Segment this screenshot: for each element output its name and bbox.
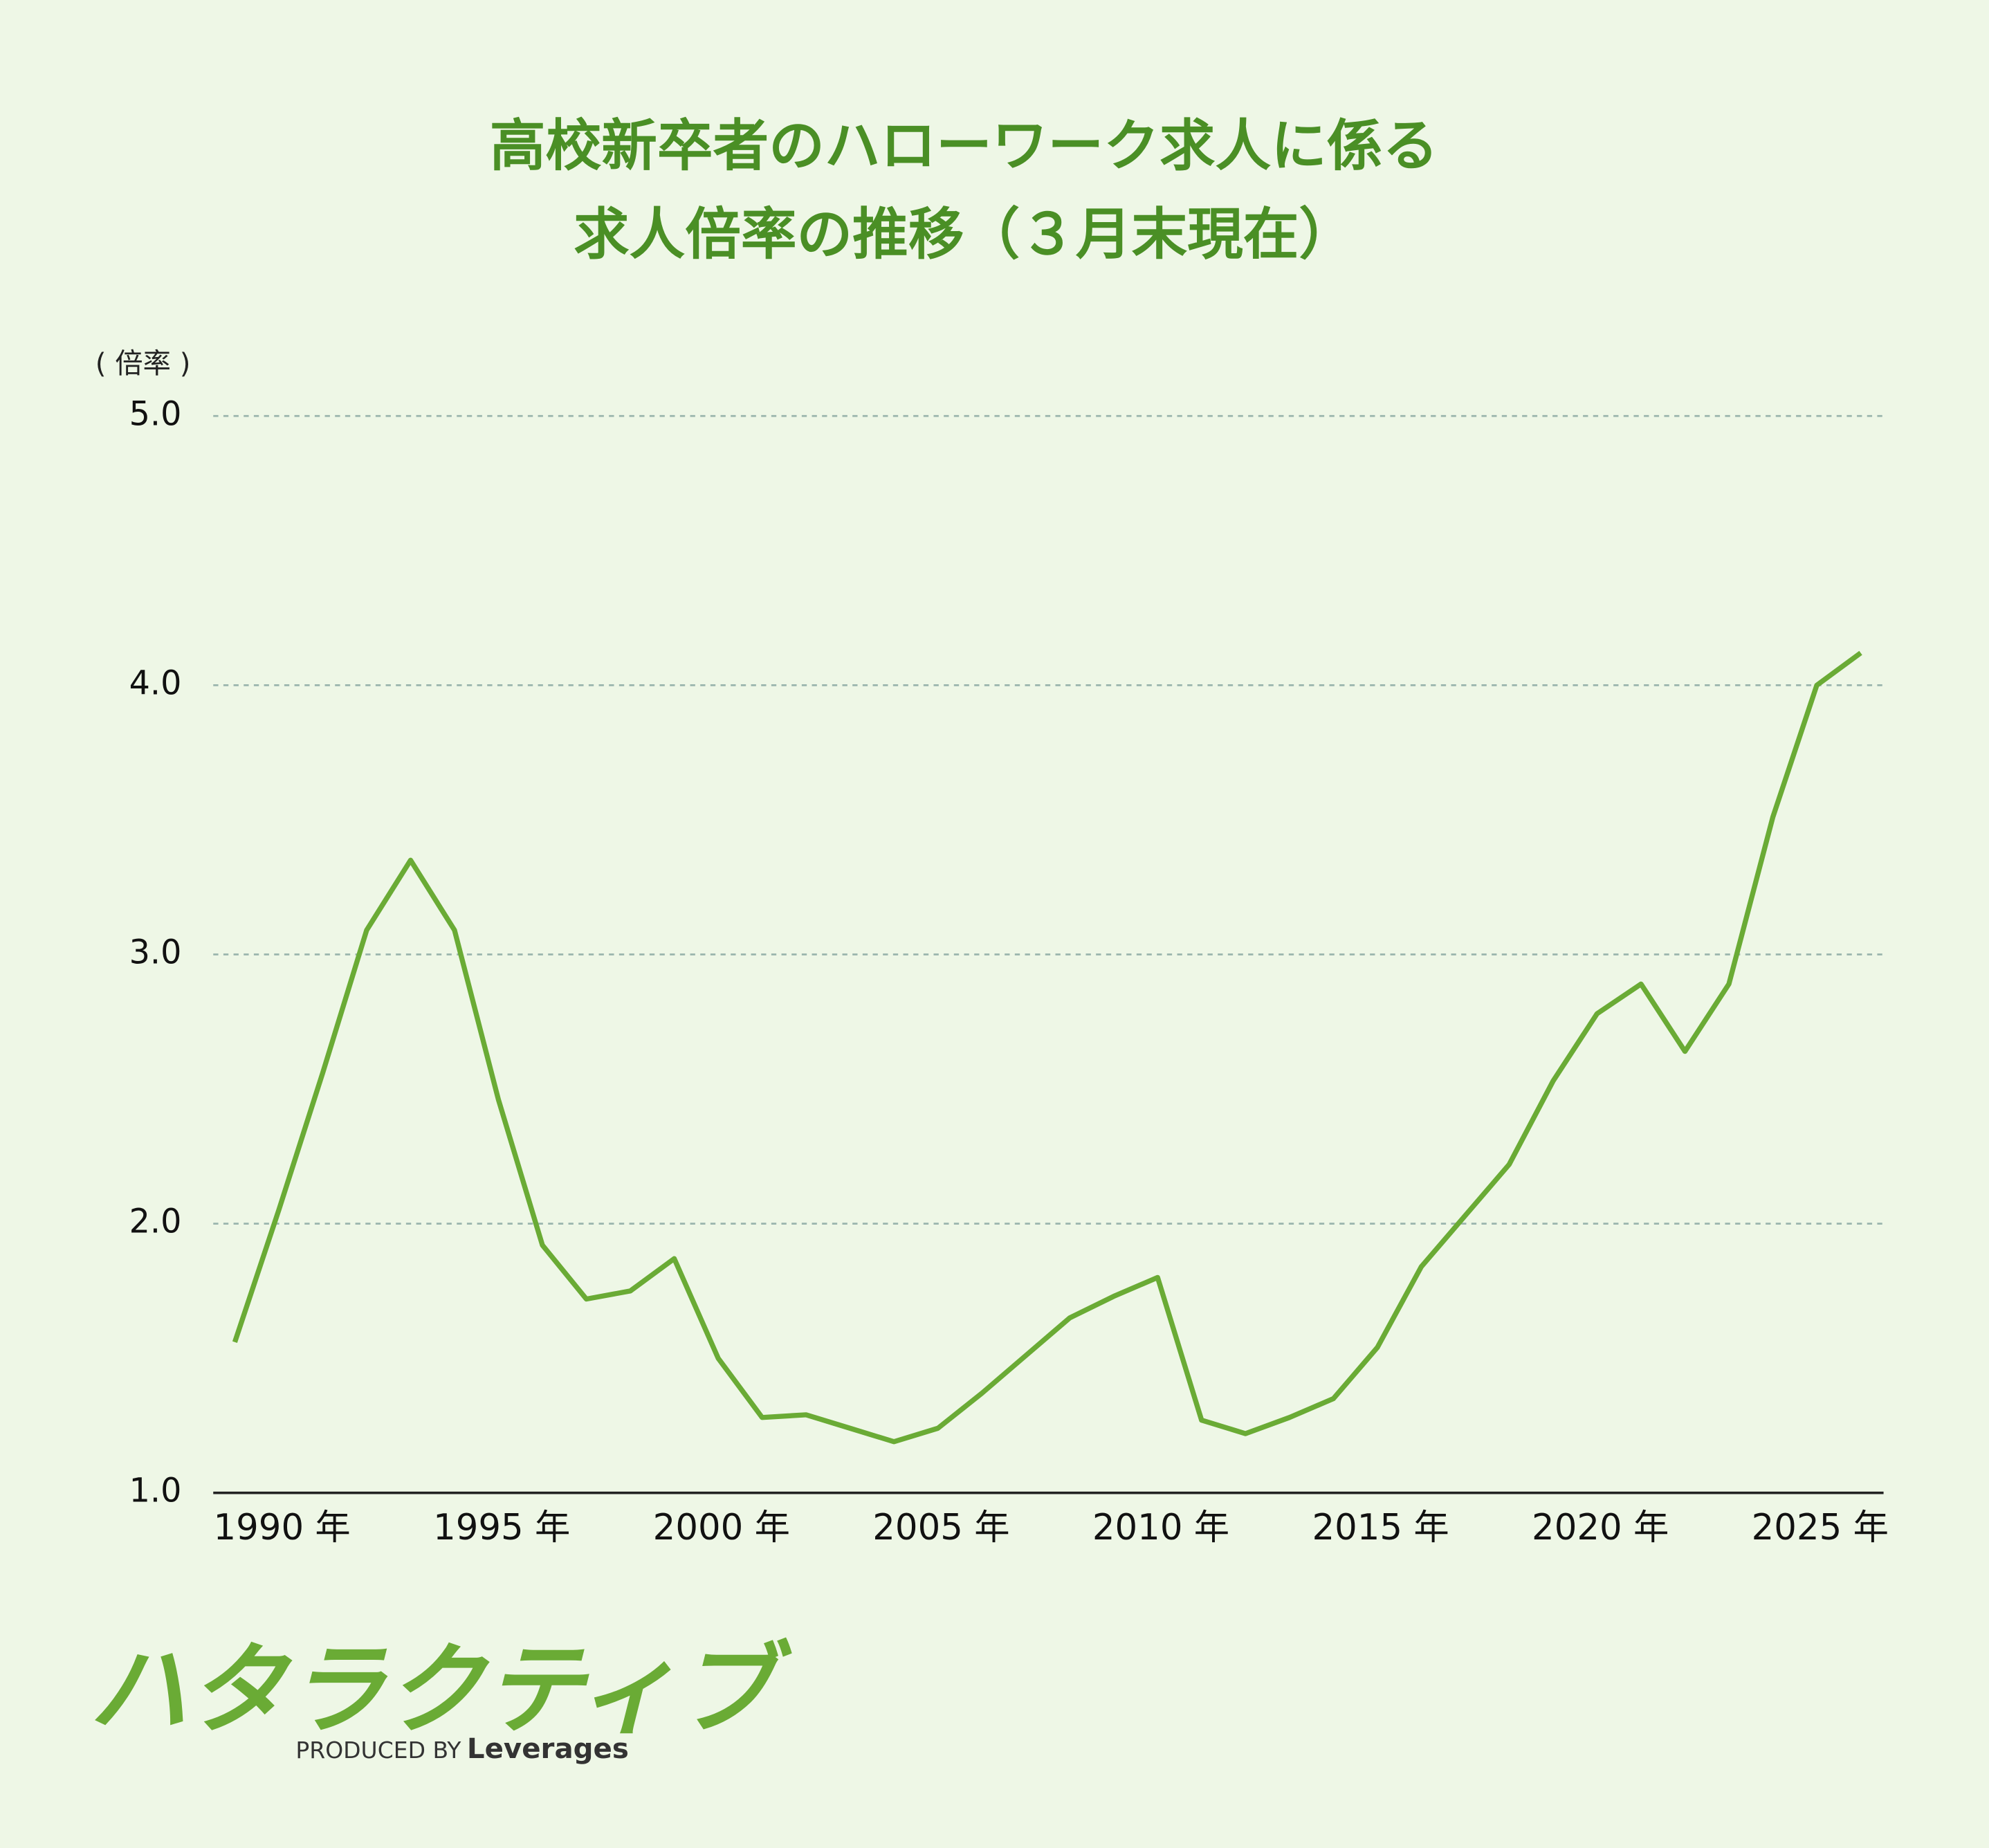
x-tick-label: 1990 年 <box>213 1507 350 1548</box>
y-tick-label: 4.0 <box>129 664 182 702</box>
logo-brand: ハタラクティブ <box>89 1632 792 1748</box>
y-tick-label: 3.0 <box>129 933 182 971</box>
x-tick-label: 1995 年 <box>433 1507 570 1548</box>
x-tick-label: 2025 年 <box>1752 1507 1889 1548</box>
y-axis-label: ( 倍率 ) <box>95 347 191 380</box>
logo-produced-by: PRODUCED BY <box>295 1737 461 1764</box>
y-tick-label: 5.0 <box>129 395 182 433</box>
x-tick-label: 2015 年 <box>1312 1507 1449 1548</box>
data-line <box>232 650 1862 1445</box>
x-tick-label: 2005 年 <box>872 1507 1009 1548</box>
chart-subtitle: 求人倍率の推移（３月末現在） <box>574 203 1355 268</box>
chart-title: 高校新卒者のハローワーク求人に係る <box>490 113 1438 179</box>
x-tick-label: 2020 年 <box>1532 1507 1669 1548</box>
x-tick-label: 2010 年 <box>1092 1507 1229 1548</box>
logo-company: Leverages <box>467 1732 629 1765</box>
x-tick-label: 2000 年 <box>653 1507 790 1548</box>
y-tick-label: 2.0 <box>129 1203 182 1241</box>
y-tick-label: 1.0 <box>129 1472 182 1510</box>
